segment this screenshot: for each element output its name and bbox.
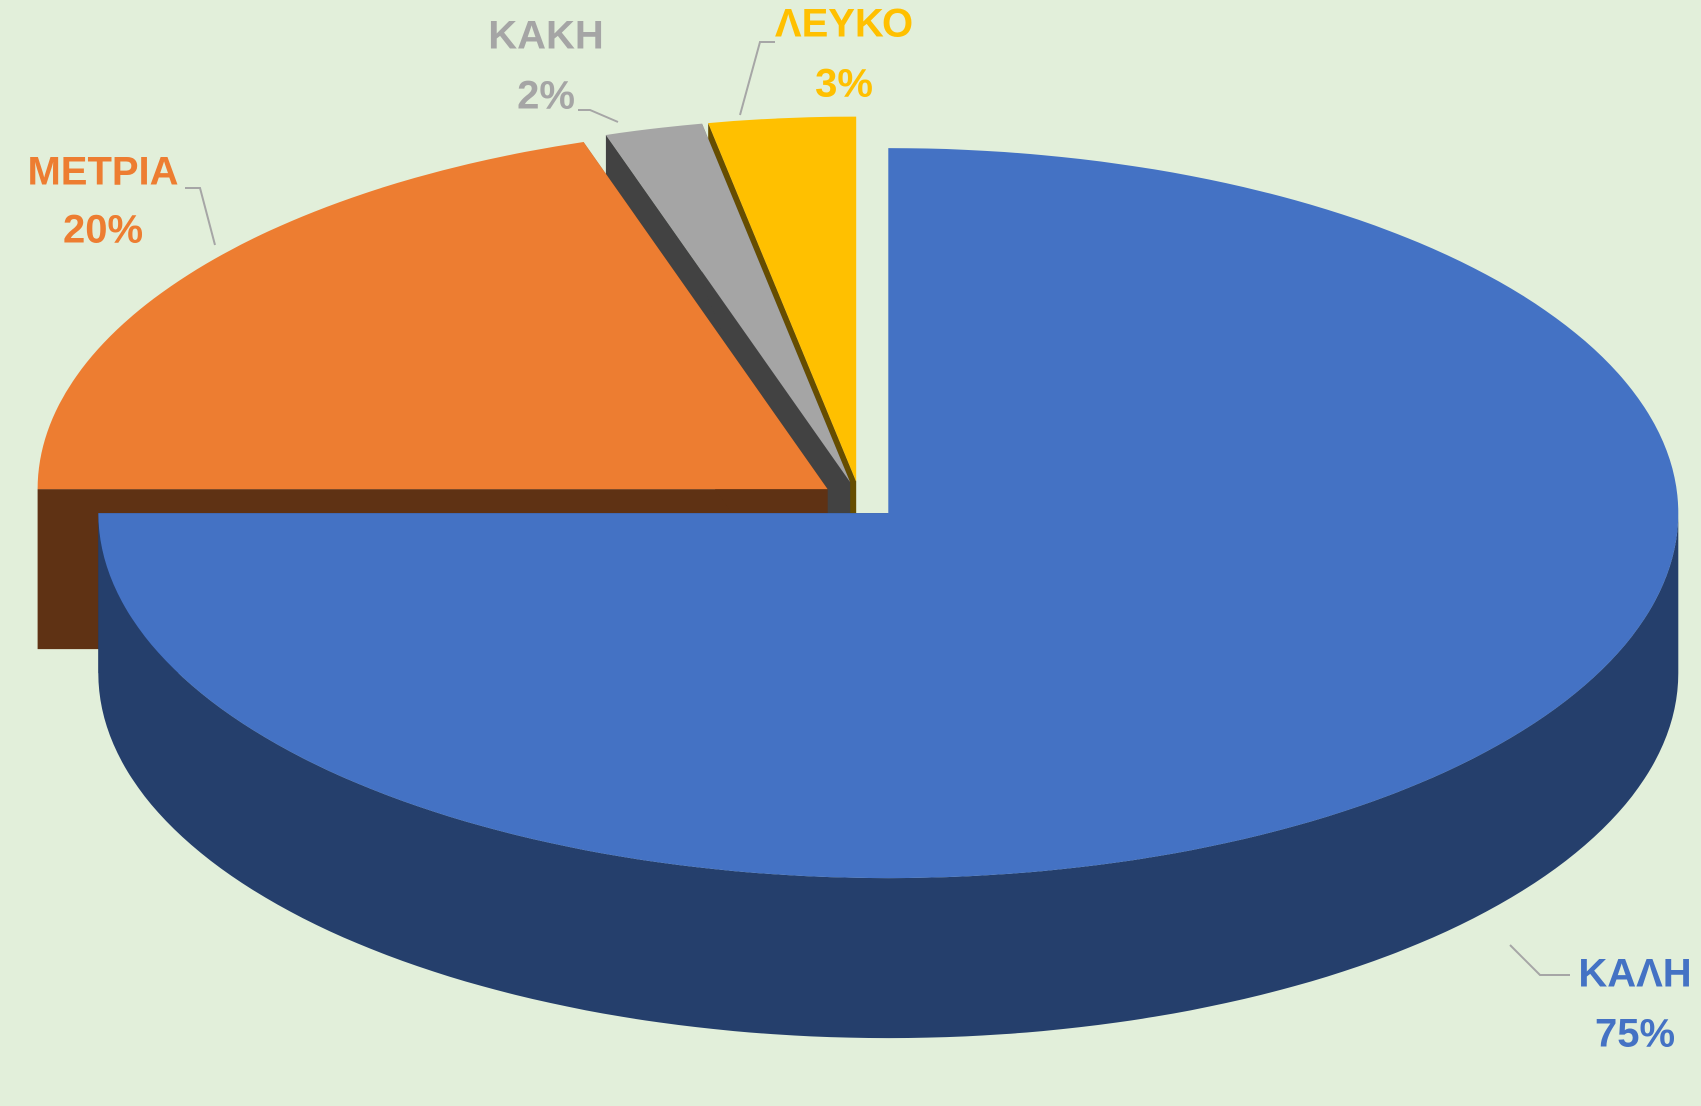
- slice: [37, 142, 828, 490]
- value-label: 75%: [1595, 1012, 1675, 1056]
- leader-line: [1509, 944, 1570, 976]
- category-label: ΚΑΚΗ: [488, 14, 604, 58]
- leader-line: [185, 187, 216, 246]
- slice-side: [98, 513, 1679, 1039]
- slice: [605, 123, 851, 483]
- slice: [98, 148, 1679, 879]
- category-label: ΛΕΥΚΟ: [775, 2, 913, 46]
- slice: [708, 116, 857, 482]
- value-label: 2%: [517, 74, 575, 118]
- pie: [37, 116, 1679, 1039]
- value-label: 3%: [815, 62, 873, 106]
- category-label: ΚΑΛΗ: [1578, 952, 1691, 996]
- leader-line: [739, 41, 775, 116]
- labels: ΚΑΛΗ 75% ΜΕΤΡΙΑ 20% ΚΑΚΗ 2% ΛΕΥΚΟ 3%: [27, 2, 1691, 1056]
- category-label: ΜΕΤΡΙΑ: [27, 150, 178, 194]
- leader-line: [578, 109, 619, 123]
- value-label: 20%: [63, 208, 143, 252]
